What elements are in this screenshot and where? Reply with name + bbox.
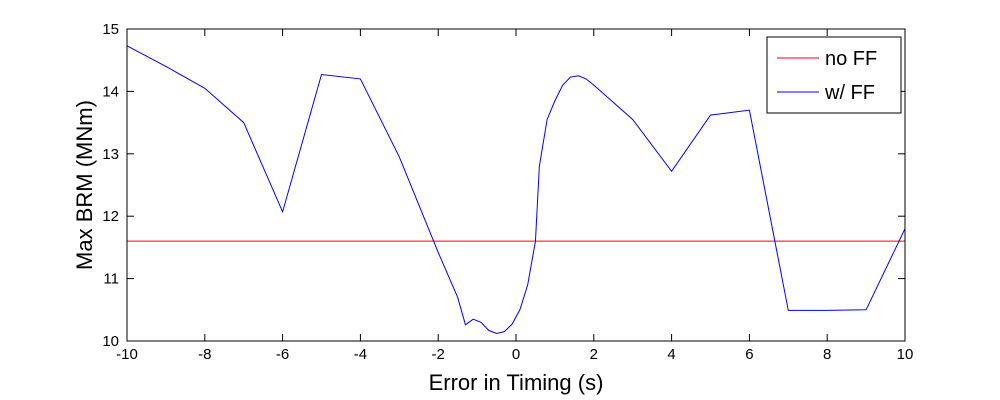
x-tick-label: 6 bbox=[745, 346, 753, 363]
x-tick-label: 8 bbox=[823, 346, 831, 363]
series-line-w-ff bbox=[126, 45, 906, 335]
x-tick-label: -6 bbox=[276, 346, 289, 363]
series-layer bbox=[126, 45, 906, 335]
y-tick-label: 12 bbox=[102, 208, 119, 225]
y-axis-label: Max BRM (MNm) bbox=[72, 100, 97, 270]
legend-label-no-ff: no FF bbox=[825, 48, 877, 70]
x-axis-label: Error in Timing (s) bbox=[429, 370, 604, 395]
legend-box bbox=[766, 36, 902, 114]
y-tick-label: 13 bbox=[102, 146, 119, 163]
y-tick-label: 14 bbox=[102, 83, 119, 100]
x-tick-label: -2 bbox=[432, 346, 445, 363]
y-tick-label: 15 bbox=[102, 21, 119, 38]
x-tick-label: 0 bbox=[512, 346, 520, 363]
tick-layer: -10 -8 -6 -4 -2 0 2 4 6 8 10 10 11 12 13 14 15 bbox=[102, 21, 913, 363]
y-tick-label: 11 bbox=[103, 271, 119, 288]
x-tick-label: 10 bbox=[897, 346, 914, 363]
legend-label-w-ff: w/ FF bbox=[824, 82, 875, 104]
x-tick-label: 4 bbox=[667, 346, 675, 363]
x-tick-label: -10 bbox=[116, 346, 138, 363]
legend: no FF w/ FF bbox=[766, 36, 902, 114]
x-tick-label: 2 bbox=[590, 346, 598, 363]
x-tick-label: -8 bbox=[198, 346, 211, 363]
x-tick-label: -4 bbox=[354, 346, 367, 363]
y-tick-label: 10 bbox=[102, 333, 119, 350]
